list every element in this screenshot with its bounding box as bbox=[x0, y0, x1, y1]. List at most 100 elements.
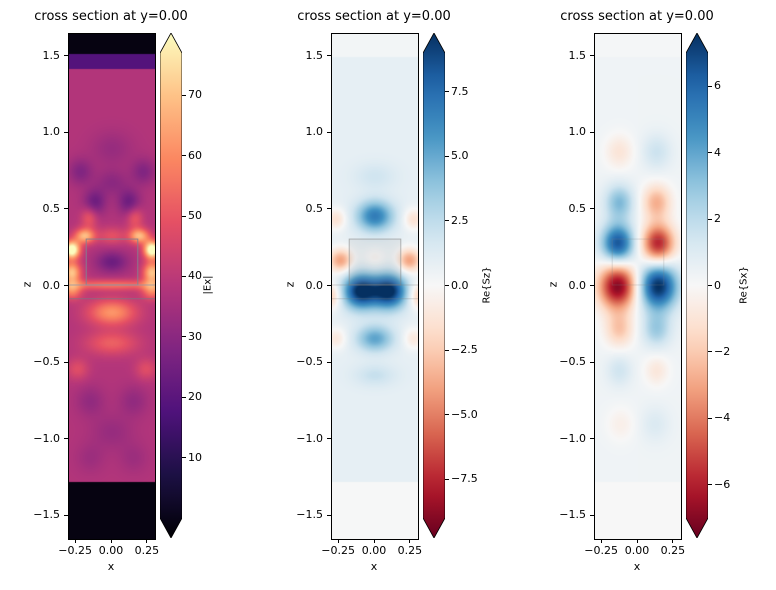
tick-mark bbox=[74, 539, 76, 543]
tick-label: 4 bbox=[714, 145, 721, 159]
tick-mark bbox=[590, 438, 594, 440]
tick-label: 5.0 bbox=[451, 149, 469, 163]
tick-label: 40 bbox=[188, 269, 202, 283]
tick-mark bbox=[182, 336, 186, 338]
tick-mark bbox=[327, 208, 331, 210]
colorbar-gradient bbox=[159, 32, 183, 539]
tick-mark bbox=[708, 484, 712, 486]
tick-label: −0.25 bbox=[321, 544, 356, 557]
colorbar bbox=[159, 32, 183, 539]
colorbar-label: Re{Sx} bbox=[738, 266, 750, 304]
tick-label: −2 bbox=[714, 344, 731, 358]
panel-sx-real: cross section at y=0.00 z 1.5 1.0 0.5 0.0 −0… bbox=[526, 0, 776, 590]
tick-label: 0.25 bbox=[397, 544, 423, 557]
tick-label: 0.0 bbox=[451, 278, 469, 292]
tick-mark bbox=[182, 155, 186, 157]
x-axis-label: x bbox=[370, 560, 378, 573]
tick-mark bbox=[445, 478, 449, 480]
panel-title: cross section at y=0.00 bbox=[34, 9, 188, 24]
tick-label: −1.5 bbox=[296, 508, 323, 522]
tick-label: −0.25 bbox=[58, 544, 93, 557]
tick-mark bbox=[708, 285, 712, 286]
tick-label: 7.5 bbox=[451, 84, 469, 98]
tick-mark bbox=[182, 457, 186, 459]
tick-label: −4 bbox=[714, 411, 731, 425]
x-axis-label: x bbox=[633, 560, 641, 573]
tick-label: 50 bbox=[188, 209, 202, 223]
tick-mark bbox=[64, 514, 68, 516]
tick-label: −0.25 bbox=[584, 544, 619, 557]
tick-mark bbox=[182, 396, 186, 398]
tick-mark bbox=[445, 285, 449, 286]
tick-mark bbox=[445, 220, 449, 222]
tick-mark bbox=[182, 215, 186, 217]
colorbar bbox=[685, 32, 709, 539]
tick-mark bbox=[327, 55, 331, 57]
tick-label: 0.25 bbox=[134, 544, 160, 557]
tick-label: −1.5 bbox=[33, 508, 60, 522]
tick-mark bbox=[636, 539, 638, 543]
tick-label: 0.5 bbox=[305, 201, 324, 215]
tick-mark bbox=[327, 438, 331, 440]
panel-ex-magnitude: cross section at y=0.00 z 1.5 1.0 0.5 0.0 −0… bbox=[0, 0, 250, 590]
tick-label: 0.5 bbox=[568, 201, 587, 215]
tick-mark bbox=[445, 91, 449, 93]
panel-title: cross section at y=0.00 bbox=[297, 9, 451, 24]
tick-label: −0.5 bbox=[559, 355, 586, 368]
tick-label: −2.5 bbox=[451, 343, 478, 357]
heatmap-plot bbox=[331, 33, 419, 540]
tick-mark bbox=[64, 55, 68, 57]
tick-mark bbox=[708, 417, 712, 419]
tick-label: 1.5 bbox=[305, 48, 324, 62]
tick-label: 1.0 bbox=[305, 125, 324, 139]
tick-mark bbox=[708, 152, 712, 154]
tick-label: 0.00 bbox=[361, 544, 387, 557]
tick-mark bbox=[708, 85, 712, 87]
tick-mark bbox=[590, 285, 594, 286]
tick-mark bbox=[600, 539, 602, 543]
tick-label: 0 bbox=[714, 278, 721, 292]
tick-label: 0.0 bbox=[568, 278, 587, 292]
tick-label: 2 bbox=[714, 212, 721, 226]
tick-label: 6 bbox=[714, 79, 721, 93]
tick-label: −0.5 bbox=[33, 355, 60, 368]
tick-label: 70 bbox=[188, 88, 202, 102]
heatmap-canvas bbox=[69, 34, 155, 539]
tick-mark bbox=[182, 275, 186, 277]
tick-mark bbox=[64, 438, 68, 440]
heatmap-canvas bbox=[595, 34, 681, 539]
tick-label: −5.0 bbox=[451, 407, 478, 421]
colorbar-gradient bbox=[685, 32, 709, 539]
tick-mark bbox=[590, 55, 594, 57]
tick-label: 0.00 bbox=[624, 544, 650, 557]
heatmap-canvas bbox=[332, 34, 418, 539]
tick-label: 1.5 bbox=[42, 48, 61, 62]
tick-label: −1.0 bbox=[33, 431, 60, 445]
tick-label: 1.0 bbox=[42, 125, 61, 139]
tick-mark bbox=[64, 131, 68, 133]
tick-mark bbox=[110, 539, 112, 543]
tick-label: −7.5 bbox=[451, 472, 478, 486]
tick-mark bbox=[373, 539, 375, 543]
colorbar-label: Re{Sz} bbox=[481, 266, 493, 304]
tick-label: 60 bbox=[188, 148, 202, 162]
tick-label: −1.5 bbox=[559, 508, 586, 522]
tick-mark bbox=[445, 155, 449, 157]
tick-mark bbox=[590, 208, 594, 210]
tick-mark bbox=[327, 131, 331, 133]
tick-mark bbox=[708, 351, 712, 353]
colorbar bbox=[422, 32, 446, 539]
tick-mark bbox=[327, 361, 331, 363]
tick-mark bbox=[182, 94, 186, 96]
tick-mark bbox=[445, 349, 449, 351]
tick-label: 0.5 bbox=[42, 201, 61, 215]
tick-mark bbox=[445, 414, 449, 416]
tick-label: 0.0 bbox=[42, 278, 61, 292]
tick-mark bbox=[327, 285, 331, 286]
tick-label: 30 bbox=[188, 329, 202, 343]
panel-sz-real: cross section at y=0.00 z 1.5 1.0 0.5 0.0 −0… bbox=[263, 0, 513, 590]
tick-mark bbox=[64, 361, 68, 363]
tick-label: −0.5 bbox=[296, 355, 323, 368]
tick-label: 20 bbox=[188, 390, 202, 404]
